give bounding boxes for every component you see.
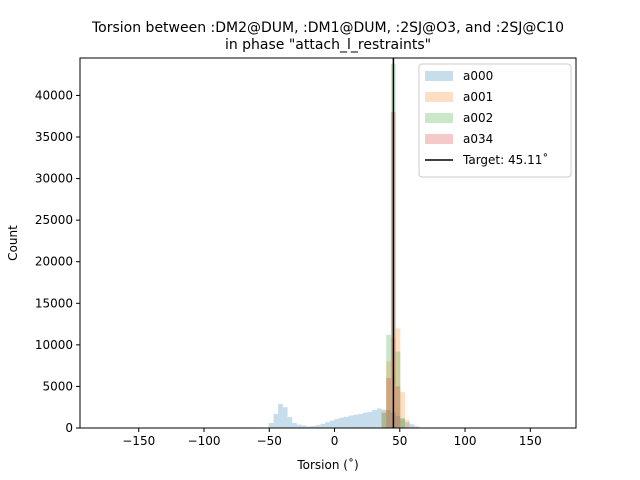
legend-items: a000 a001 a002 a034 Target: 45.11˚ <box>425 69 548 167</box>
histogram-bar-a034-0 <box>386 378 391 428</box>
histogram-bar-a000-19 <box>358 413 363 428</box>
y-axis-ticks: 0 5000 10000 15000 20000 25000 30000 35000 40000 <box>35 88 80 435</box>
histogram-bar-a001-5 <box>405 419 410 428</box>
histogram-bar-a000-6 <box>296 424 302 428</box>
y-tick-label: 5000 <box>42 379 73 393</box>
y-axis-label: Count <box>6 225 20 261</box>
histogram-bar-a000-12 <box>325 422 330 428</box>
x-tick-label: 100 <box>454 434 477 448</box>
y-tick-label: 10000 <box>35 338 73 352</box>
legend-swatch-a001 <box>425 92 453 102</box>
chart-title-line-2: in phase "attach_l_restraints" <box>225 37 431 53</box>
histogram-bar-a000-8 <box>306 426 312 428</box>
histogram-bar-a000-25 <box>386 410 391 428</box>
x-axis-label: Torsion (˚) <box>296 457 358 472</box>
y-tick-label: 30000 <box>35 172 73 186</box>
legend-swatch-a034 <box>425 134 453 144</box>
plot-frame <box>79 57 577 429</box>
histogram-bar-a001-1 <box>386 361 391 428</box>
legend-swatch-a002 <box>425 113 453 123</box>
histogram-bar-a000-21 <box>367 411 373 428</box>
histogram-bar-a000-31 <box>414 426 420 428</box>
y-tick-label: 25000 <box>35 213 73 227</box>
legend-label-a001: a001 <box>463 90 493 104</box>
legend-label-target: Target: 45.11˚ <box>462 152 548 167</box>
histogram-bar-a001-3 <box>395 328 401 428</box>
histogram-bar-a002-1 <box>386 334 391 428</box>
histogram-bar-a000-17 <box>348 415 354 428</box>
histogram-bar-a000-5 <box>292 423 297 428</box>
y-tick-label: 35000 <box>35 130 73 144</box>
histogram-bar-a000-11 <box>320 423 326 428</box>
y-tick-label: 0 <box>65 421 73 435</box>
histogram-bar-a000-4 <box>287 417 293 428</box>
histogram-bar-a002-3 <box>395 351 401 428</box>
chart-title-line-1: Torsion between :DM2@DUM, :DM1@DUM, :2SJ… <box>91 20 564 36</box>
histogram-bar-a000-1 <box>273 413 279 428</box>
histogram-bar-a001-4 <box>400 392 406 428</box>
histogram-bar-a000-16 <box>343 416 349 428</box>
histogram-bar-a000-24 <box>381 409 387 428</box>
histogram-bar-a000-3 <box>282 407 288 428</box>
legend-box <box>418 63 572 178</box>
x-tick-label: −150 <box>122 434 155 448</box>
x-tick-label: 0 <box>331 434 339 448</box>
histogram-bar-a000-29 <box>405 422 410 428</box>
histogram-bar-a002-0 <box>381 413 387 428</box>
histogram-bar-a002-4 <box>400 418 406 428</box>
plot-bars <box>268 63 424 428</box>
histogram-bar-a000-9 <box>311 425 316 428</box>
x-axis-ticks: −150 −100 −50 0 50 100 150 <box>122 428 542 448</box>
y-tick-label: 20000 <box>35 255 73 269</box>
histogram-bar-a000-23 <box>376 408 382 428</box>
histogram-bar-a000-18 <box>353 414 359 428</box>
x-tick-label: 50 <box>392 434 407 448</box>
histogram-bar-a000-14 <box>334 418 340 428</box>
histogram-bar-a000-2 <box>278 403 283 428</box>
histogram-bar-a000-28 <box>400 419 406 428</box>
histogram-bar-a000-13 <box>329 420 335 428</box>
histogram-bar-a000-27 <box>395 415 401 428</box>
histogram-bar-a001-0 <box>381 411 387 428</box>
x-tick-label: −50 <box>257 434 282 448</box>
histogram-bar-a000-22 <box>372 410 377 428</box>
histogram-bar-a034-2 <box>395 386 401 428</box>
histogram-bar-a000-0 <box>268 423 274 428</box>
legend-label-a000: a000 <box>463 69 493 83</box>
histogram-bar-a000-20 <box>362 412 368 428</box>
histogram-bar-a000-7 <box>301 425 307 428</box>
legend: a000 a001 a002 a034 Target: 45.11˚ <box>418 63 572 178</box>
legend-label-a034: a034 <box>463 132 493 146</box>
histogram-bar-a000-15 <box>339 417 344 428</box>
legend-swatch-a000 <box>425 71 453 81</box>
x-tick-label: 150 <box>519 434 542 448</box>
y-tick-label: 40000 <box>35 88 73 102</box>
histogram-bar-a000-30 <box>409 424 415 428</box>
x-tick-label: −100 <box>188 434 221 448</box>
histogram-bar-a000-10 <box>315 425 321 428</box>
y-tick-label: 15000 <box>35 296 73 310</box>
legend-label-a002: a002 <box>463 111 493 125</box>
